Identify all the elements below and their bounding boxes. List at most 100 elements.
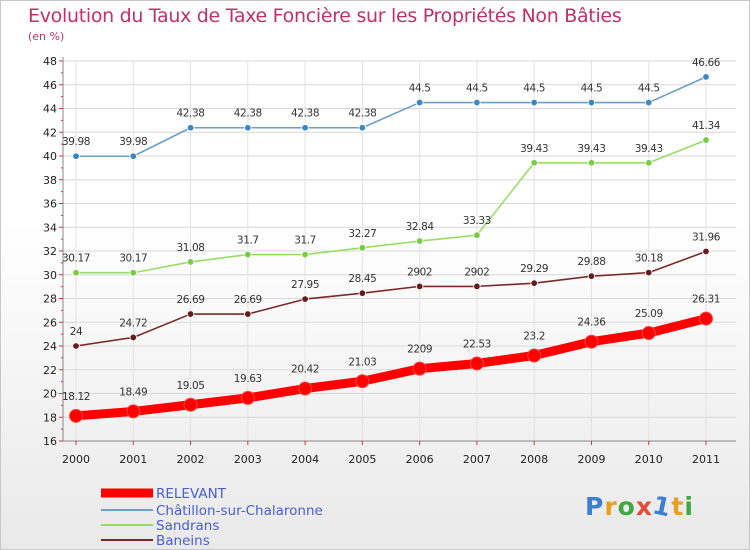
data-point — [415, 98, 424, 107]
data-point — [244, 310, 252, 318]
y-tick-label: 16 — [43, 435, 57, 448]
data-label: 39.98 — [62, 136, 90, 148]
data-point — [72, 269, 80, 277]
y-tick-label: 18 — [43, 411, 57, 424]
data-label: 23.2 — [523, 331, 545, 343]
x-tick-label: 2004 — [291, 453, 319, 466]
data-point — [587, 272, 596, 280]
y-tick-label: 38 — [43, 174, 57, 187]
y-tick-label: 36 — [43, 198, 57, 211]
logo-letter: r — [604, 492, 618, 521]
data-label: 31.7 — [294, 235, 316, 247]
data-point — [183, 397, 198, 412]
data-point — [415, 237, 424, 245]
legend: RELEVANTChâtillon-sur-ChalaronneSandrans… — [101, 486, 323, 549]
data-label: 44.5 — [466, 83, 488, 95]
y-tick-label: 24 — [43, 340, 57, 353]
data-label: 18.12 — [62, 391, 90, 403]
data-label: 31.08 — [177, 242, 205, 254]
data-point — [702, 136, 710, 144]
data-label: 18.49 — [119, 386, 147, 398]
data-point — [72, 152, 80, 160]
data-label: 25.09 — [635, 308, 663, 320]
data-point — [129, 152, 137, 160]
data-label: 20.42 — [291, 364, 319, 376]
series-line-RELEVANT — [71, 314, 711, 421]
data-point — [530, 98, 538, 107]
logo-letter: t — [671, 492, 685, 521]
data-point — [298, 381, 313, 396]
y-tick-label: 22 — [43, 364, 57, 377]
data-label: 42.38 — [348, 108, 376, 120]
data-point — [473, 282, 481, 291]
data-label: 42.38 — [291, 108, 319, 120]
y-ticks: 16 18 20 22 24 26 28 30 32 34 36 38 40 42 44 46 48 — [43, 55, 63, 448]
data-point — [645, 268, 653, 277]
x-ticks: 2000 2001 2002 2003 2004 2005 2006 2007 2008 2009… — [62, 441, 720, 466]
data-point — [186, 124, 195, 132]
data-point — [186, 258, 195, 266]
data-label: 32.27 — [348, 228, 376, 240]
data-label: 24.36 — [577, 317, 606, 329]
data-label: 26.69 — [234, 294, 262, 306]
logo-letter: o — [617, 492, 636, 521]
data-label: 39.98 — [119, 136, 147, 148]
data-label: 29.29 — [520, 263, 548, 275]
data-label: 24 — [70, 326, 83, 338]
data-label: 24.72 — [119, 317, 147, 329]
data-point — [530, 279, 538, 287]
data-point — [72, 342, 80, 350]
x-tick-label: 2006 — [406, 453, 434, 466]
data-point — [301, 124, 309, 132]
data-point — [469, 356, 484, 371]
data-point — [358, 124, 367, 132]
x-tick-label: 2007 — [463, 453, 491, 466]
grid — [63, 60, 736, 442]
data-label: 22.53 — [463, 338, 491, 350]
x-tick-label: 2009 — [577, 453, 605, 466]
data-point — [584, 334, 599, 349]
series-line-Baneins — [75, 250, 707, 347]
data-point — [641, 326, 656, 341]
data-label: 44.5 — [638, 83, 660, 95]
data-point — [530, 159, 538, 167]
data-point — [702, 247, 710, 256]
data-label: 30.17 — [62, 253, 90, 265]
data-label: 30.17 — [119, 253, 147, 265]
data-label: 46.66 — [692, 57, 721, 69]
data-label: 19.63 — [234, 373, 262, 385]
logo-letter: P — [585, 492, 605, 521]
data-point — [301, 250, 309, 259]
data-label: 42.38 — [234, 108, 262, 120]
data-point — [69, 408, 83, 423]
data-label: 2209 — [407, 344, 432, 356]
data-label: 39.43 — [635, 143, 663, 155]
data-label: 44.5 — [523, 83, 545, 95]
data-label: 2902 — [407, 266, 432, 278]
data-point — [129, 333, 137, 342]
x-tick-label: 2003 — [234, 453, 262, 466]
y-tick-label: 26 — [43, 316, 57, 329]
data-label: 30.18 — [635, 253, 663, 265]
legend-entry: Châtillon-sur-Chalaronne — [156, 503, 323, 519]
series-line-Sandrans — [75, 139, 707, 274]
data-label: 44.5 — [581, 83, 603, 95]
data-point — [355, 374, 370, 389]
data-label: 29.88 — [577, 256, 605, 268]
x-tick-label: 2011 — [692, 453, 720, 466]
x-tick-label: 2002 — [177, 453, 205, 466]
data-point — [244, 124, 252, 132]
data-point — [412, 361, 427, 376]
data-label: 39.43 — [520, 143, 548, 155]
data-labels: 39.98 39.98 42.38 42.38 42.38 42.38 44.5 44.5 44… — [62, 57, 721, 403]
data-label: 21.03 — [348, 356, 376, 368]
x-tick-label: 2000 — [62, 453, 90, 466]
y-tick-label: 44 — [43, 103, 57, 116]
legend-entry: Baneins — [156, 533, 210, 549]
data-point — [473, 98, 481, 107]
data-point — [240, 390, 255, 405]
data-label: 41.34 — [692, 120, 721, 132]
data-point — [415, 282, 424, 291]
